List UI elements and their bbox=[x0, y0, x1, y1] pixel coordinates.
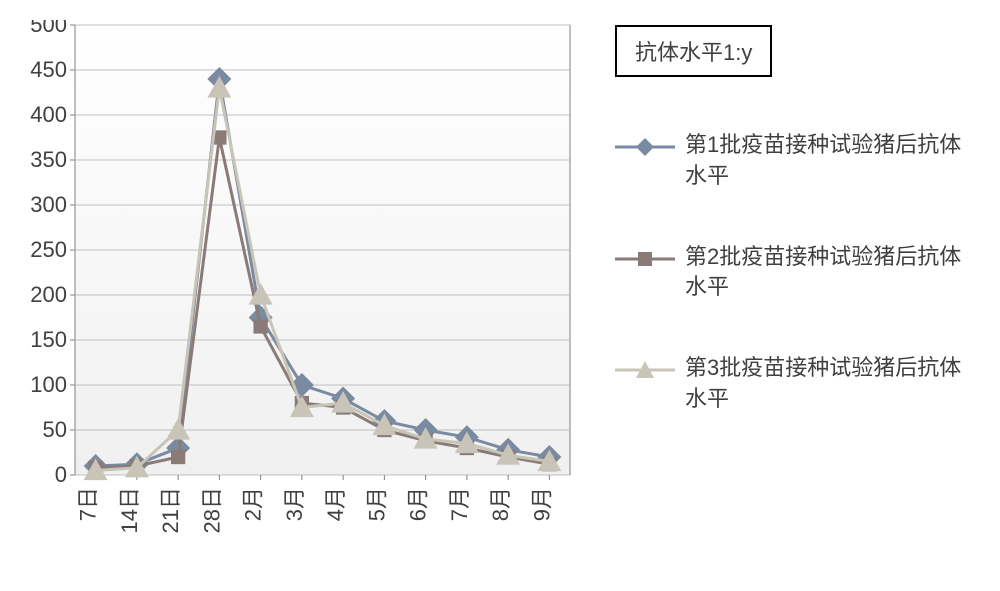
line-chart: 0 50 100 150 200 250 300 350 400 450 500 7日 14日 21日 28… bbox=[20, 20, 580, 540]
legend-label: 第2批疫苗接种试验猪后抗体水平 bbox=[685, 242, 975, 304]
legend-label: 第3批疫苗接种试验猪后抗体水平 bbox=[685, 353, 975, 415]
chart-title: 抗体水平1:y bbox=[635, 40, 752, 65]
svg-text:28日: 28日 bbox=[199, 487, 224, 533]
svg-text:450: 450 bbox=[30, 57, 67, 82]
svg-text:21日: 21日 bbox=[158, 487, 183, 533]
svg-text:5月: 5月 bbox=[364, 487, 389, 521]
svg-text:2月: 2月 bbox=[241, 487, 266, 521]
svg-text:6月: 6月 bbox=[406, 487, 431, 521]
legend-item: 第1批疫苗接种试验猪后抗体水平 bbox=[615, 130, 975, 192]
chart-legend: 第1批疫苗接种试验猪后抗体水平 第2批疫苗接种试验猪后抗体水平 第3批疫苗接种试… bbox=[615, 130, 975, 465]
svg-text:500: 500 bbox=[30, 20, 67, 37]
svg-text:350: 350 bbox=[30, 147, 67, 172]
svg-text:250: 250 bbox=[30, 237, 67, 262]
triangle-icon bbox=[615, 358, 675, 382]
svg-text:400: 400 bbox=[30, 102, 67, 127]
square-icon bbox=[615, 247, 675, 271]
svg-text:50: 50 bbox=[43, 417, 67, 442]
svg-text:7日: 7日 bbox=[76, 487, 101, 521]
chart-title-box: 抗体水平1:y bbox=[615, 25, 772, 77]
svg-text:0: 0 bbox=[55, 462, 67, 487]
svg-text:100: 100 bbox=[30, 372, 67, 397]
svg-text:300: 300 bbox=[30, 192, 67, 217]
svg-text:4月: 4月 bbox=[323, 487, 348, 521]
legend-item: 第3批疫苗接种试验猪后抗体水平 bbox=[615, 353, 975, 415]
svg-text:9月: 9月 bbox=[529, 487, 554, 521]
legend-label: 第1批疫苗接种试验猪后抗体水平 bbox=[685, 130, 975, 192]
diamond-icon bbox=[615, 135, 675, 159]
svg-text:8月: 8月 bbox=[488, 487, 513, 521]
legend-item: 第2批疫苗接种试验猪后抗体水平 bbox=[615, 242, 975, 304]
svg-text:200: 200 bbox=[30, 282, 67, 307]
svg-text:150: 150 bbox=[30, 327, 67, 352]
svg-text:3月: 3月 bbox=[282, 487, 307, 521]
svg-text:14日: 14日 bbox=[117, 487, 142, 533]
svg-text:7月: 7月 bbox=[447, 487, 472, 521]
